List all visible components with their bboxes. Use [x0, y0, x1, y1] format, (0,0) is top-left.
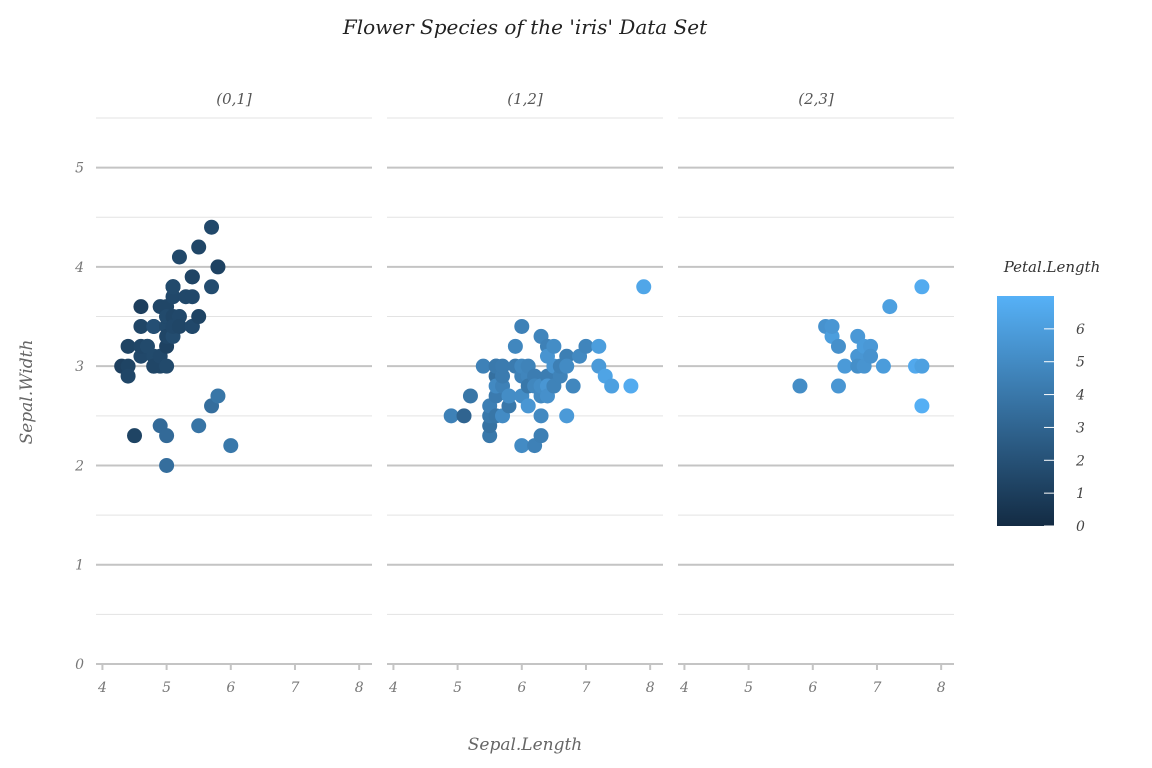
data-point	[191, 309, 207, 325]
data-point	[863, 348, 879, 364]
data-point	[875, 358, 891, 374]
data-point	[830, 378, 846, 394]
data-point	[514, 318, 530, 334]
x-tick-label: 4	[679, 680, 689, 696]
x-tick-label: 7	[873, 680, 882, 696]
x-tick-label: 6	[517, 680, 526, 696]
data-point	[623, 378, 639, 394]
data-point	[501, 388, 517, 404]
data-point	[456, 408, 472, 424]
data-point	[210, 388, 226, 404]
legend-tick-label: 2	[1075, 453, 1085, 469]
legend-tick-label: 1	[1076, 486, 1085, 502]
data-point	[837, 358, 853, 374]
data-point	[159, 358, 175, 374]
legend-colorbar	[997, 296, 1054, 526]
data-point	[210, 259, 226, 275]
data-point	[882, 299, 898, 315]
x-tick-label: 7	[582, 680, 591, 696]
data-point	[443, 408, 459, 424]
color-legend: Petal.Length 0 1 2 3 4 5 6	[997, 258, 1100, 535]
legend-tick-label: 5	[1076, 355, 1085, 371]
legend-title: Petal.Length	[1003, 258, 1101, 276]
data-point	[514, 438, 530, 454]
data-point	[507, 338, 523, 354]
data-point	[495, 358, 511, 374]
data-point	[546, 338, 562, 354]
data-point	[636, 279, 652, 295]
data-point	[120, 368, 136, 384]
facet-panel: 4 5 6 7 8 (2,3]	[678, 90, 954, 696]
y-tick-label: 2	[74, 458, 84, 474]
data-point	[914, 279, 930, 295]
chart-title: Flower Species of the 'iris' Data Set	[342, 15, 708, 39]
data-point	[533, 408, 549, 424]
y-tick-label: 4	[74, 260, 84, 276]
data-point	[204, 219, 220, 235]
data-point	[159, 428, 175, 444]
data-point	[191, 239, 207, 255]
data-point	[120, 338, 136, 354]
x-tick-label: 4	[97, 680, 107, 696]
data-point	[165, 279, 181, 295]
facet-panel: 4 5 6 7 8 (0,1]	[96, 90, 372, 696]
x-tick-label: 5	[162, 680, 171, 696]
data-point	[133, 318, 149, 334]
legend-tick-label: 3	[1076, 420, 1085, 436]
x-tick-label: 7	[291, 680, 300, 696]
data-point	[604, 378, 620, 394]
data-point	[171, 249, 187, 265]
data-point	[914, 398, 930, 414]
legend-tick-label: 4	[1075, 388, 1085, 404]
data-point	[223, 438, 239, 454]
data-point	[462, 388, 478, 404]
data-point	[578, 338, 594, 354]
data-point	[520, 398, 536, 414]
y-tick-label: 1	[75, 558, 84, 574]
data-point	[533, 428, 549, 444]
x-axis-label: Sepal.Length	[468, 735, 583, 755]
facet-strip-label: (2,3]	[798, 90, 834, 108]
data-point	[475, 358, 491, 374]
data-point	[824, 318, 840, 334]
x-tick-label: 4	[388, 680, 398, 696]
legend-tick-label: 0	[1076, 519, 1085, 535]
data-point	[184, 269, 200, 285]
x-tick-label: 8	[355, 680, 364, 696]
legend-tick-label: 6	[1076, 322, 1085, 338]
data-point	[792, 378, 808, 394]
data-point	[559, 408, 575, 424]
x-tick-label: 6	[808, 680, 817, 696]
data-point	[146, 318, 162, 334]
x-tick-label: 8	[646, 680, 655, 696]
facet-panel: 4 5 6 7 8 (1,2]	[387, 90, 663, 696]
y-tick-label: 5	[75, 161, 84, 177]
facet-strip-label: (0,1]	[216, 90, 252, 108]
x-tick-label: 5	[744, 680, 753, 696]
y-tick-label: 0	[75, 657, 84, 673]
data-point	[133, 299, 149, 315]
x-tick-label: 5	[453, 680, 462, 696]
data-point	[184, 289, 200, 305]
facet-strip-label: (1,2]	[507, 90, 543, 108]
facet-panels: 4 5 6 7 8 (0,1] 4 5 6 7 8 (1,2] 4 5 6 7 8 (2,3] 0 1 2 3 4 5	[74, 90, 954, 696]
data-point	[559, 358, 575, 374]
data-point	[159, 457, 175, 473]
data-point	[591, 338, 607, 354]
y-axis-label: Sepal.Width	[17, 340, 37, 445]
data-point	[127, 428, 143, 444]
data-point	[830, 338, 846, 354]
x-tick-label: 6	[226, 680, 235, 696]
data-point	[914, 358, 930, 374]
data-point	[204, 279, 220, 295]
data-point	[191, 418, 207, 434]
data-point	[565, 378, 581, 394]
data-point	[171, 318, 187, 334]
legend-ticks: 0 1 2 3 4 5 6	[1044, 322, 1085, 535]
y-tick-label: 3	[75, 359, 84, 375]
x-tick-label: 8	[937, 680, 946, 696]
